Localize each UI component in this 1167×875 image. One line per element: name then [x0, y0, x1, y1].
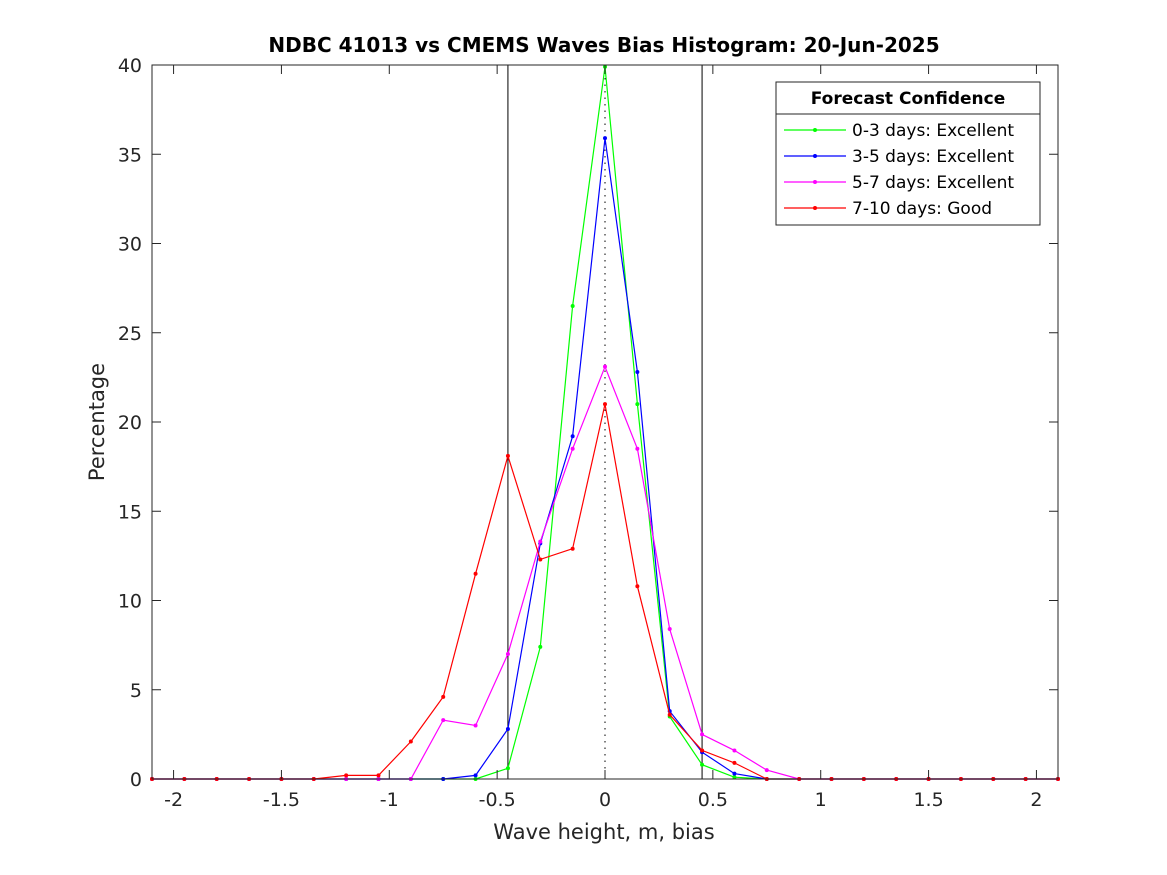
data-point [635, 584, 640, 589]
reference-lines [507, 65, 703, 779]
y-tick-label: 30 [118, 234, 142, 256]
data-point [538, 644, 543, 649]
data-point [667, 627, 672, 632]
legend-entries: 0-3 days: Excellent 3-5 days: Excellent 5-… [784, 121, 1014, 219]
x-tick-label: 2 [1030, 789, 1042, 811]
data-point [700, 748, 705, 753]
data-point [732, 748, 737, 753]
x-tick-label: 0.5 [698, 789, 728, 811]
x-tick-label: 1.5 [913, 789, 943, 811]
data-point [538, 539, 543, 544]
data-point [570, 446, 575, 451]
x-tick-label: -2 [164, 789, 183, 811]
data-point [376, 773, 381, 778]
y-tick-label: 5 [130, 680, 142, 702]
y-axis-label: Percentage [85, 363, 109, 481]
data-point [505, 727, 510, 732]
data-point [635, 370, 640, 375]
data-point [732, 771, 737, 776]
y-tick-label: 40 [118, 55, 142, 77]
y-tick-label: 20 [118, 412, 142, 434]
data-point [570, 434, 575, 439]
data-point [603, 136, 607, 141]
data-point [473, 773, 478, 778]
data-point [505, 453, 510, 458]
data-point [635, 446, 640, 451]
data-point [764, 768, 769, 773]
plot-frame [151, 64, 1059, 780]
legend-entry-label: 0-3 days: Excellent [852, 121, 1014, 141]
data-point [700, 762, 705, 767]
y-tick-label: 0 [130, 769, 142, 791]
y-tick-label: 35 [118, 144, 142, 166]
data-point [441, 718, 446, 723]
y-tick-label: 15 [118, 501, 142, 523]
data-point [635, 402, 640, 407]
data-point [473, 723, 478, 728]
legend-entries-box [775, 113, 1041, 226]
legend-entry-label: 7-10 days: Good [852, 199, 992, 219]
data-point [441, 694, 446, 699]
x-axis-label: Wave height, m, bias [493, 820, 714, 844]
data-point [538, 557, 543, 562]
legend-entry-label: 3-5 days: Excellent [852, 147, 1014, 167]
chart-title: NDBC 41013 vs CMEMS Waves Bias Histogram… [268, 33, 939, 57]
data-point [408, 739, 413, 744]
data-point [667, 712, 672, 717]
data-point [732, 775, 737, 780]
legend-title: Forecast Confidence [811, 89, 1006, 109]
legend: Forecast Confidence 0-3 days: Excellent 3… [775, 81, 1041, 226]
legend-swatch-marker [813, 206, 817, 210]
x-tick-label: -1.5 [263, 789, 300, 811]
data-point [505, 652, 510, 657]
legend-entry-label: 5-7 days: Excellent [852, 173, 1014, 193]
y-tick-label: 25 [118, 323, 142, 345]
data-point [344, 773, 349, 778]
data-point [700, 732, 705, 737]
data-point [505, 766, 510, 771]
data-point [570, 303, 575, 308]
data-point [603, 402, 607, 407]
data-point [570, 546, 575, 551]
data-point [603, 364, 607, 369]
legend-swatch-marker [813, 180, 817, 184]
x-tick-label: -0.5 [479, 789, 516, 811]
y-tick-label: 10 [118, 591, 142, 613]
x-tick-label: 0 [599, 789, 611, 811]
data-point [732, 760, 737, 765]
data-point [473, 571, 478, 576]
x-tick-label: 1 [815, 789, 827, 811]
legend-swatch-marker [813, 154, 817, 158]
legend-swatch-marker [813, 128, 817, 132]
x-tick-label: -1 [380, 789, 399, 811]
